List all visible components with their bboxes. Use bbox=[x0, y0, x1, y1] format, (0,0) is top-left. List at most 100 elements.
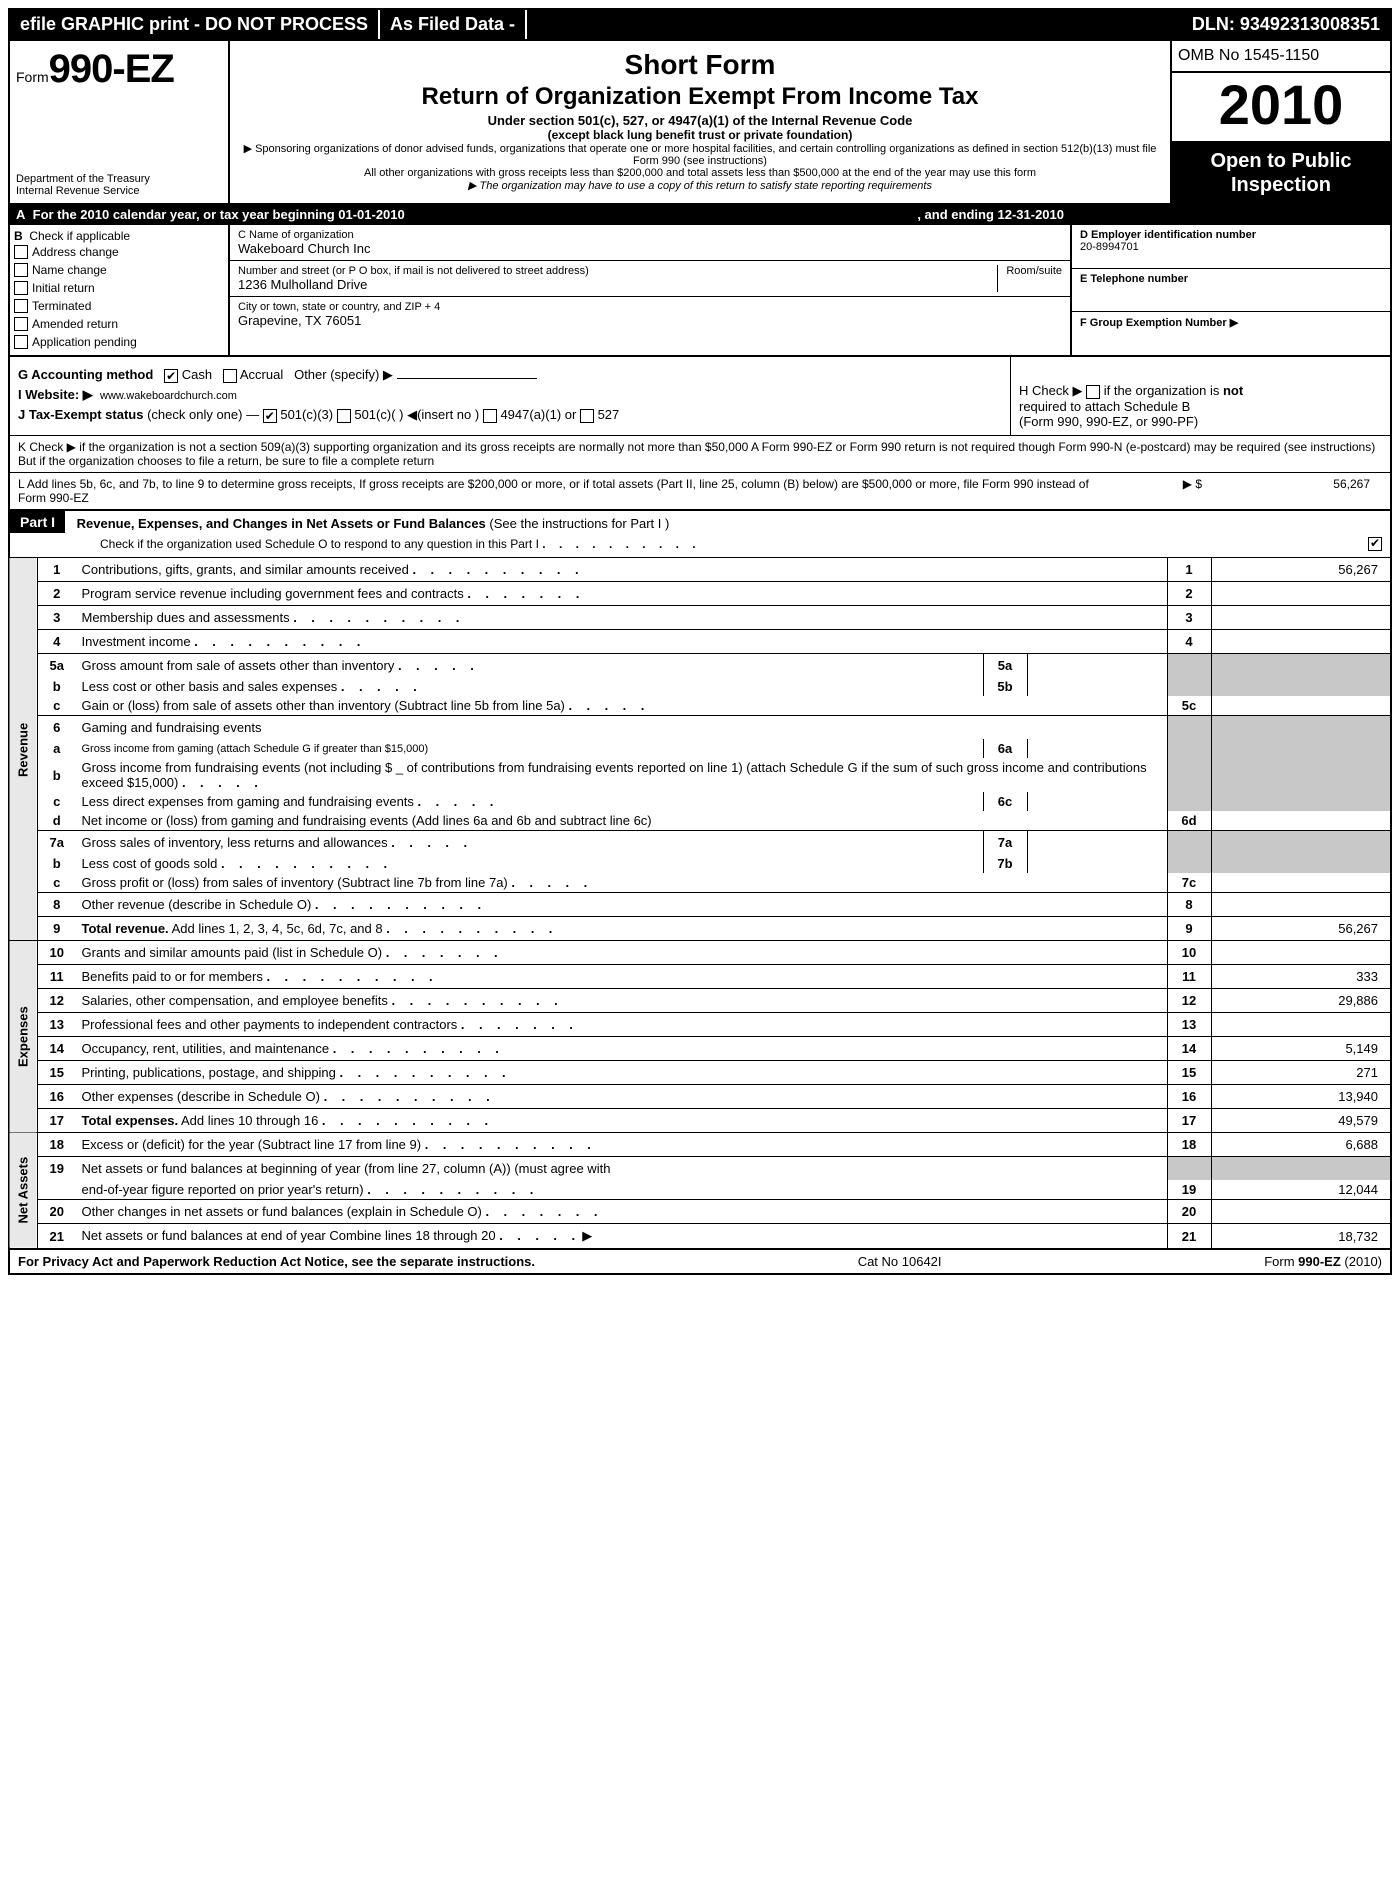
mid-value bbox=[1027, 654, 1167, 678]
table-row: 20Other changes in net assets or fund ba… bbox=[9, 1200, 1391, 1224]
line-number: b bbox=[38, 677, 76, 696]
line-box-number: 12 bbox=[1167, 989, 1211, 1013]
line-box-number: 1 bbox=[1167, 558, 1211, 582]
table-row: Revenue1Contributions, gifts, grants, an… bbox=[9, 558, 1391, 582]
line-box-number: 4 bbox=[1167, 630, 1211, 654]
line-desc: end-of-year figure reported on prior yea… bbox=[76, 1180, 1168, 1200]
line-value bbox=[1211, 873, 1391, 893]
line-number: 13 bbox=[38, 1013, 76, 1037]
line-value: 12,044 bbox=[1211, 1180, 1391, 1200]
checkbox-name[interactable] bbox=[14, 263, 28, 277]
line-value bbox=[1211, 606, 1391, 630]
table-row: bGross income from fundraising events (n… bbox=[9, 758, 1391, 792]
efile-topbar: efile GRAPHIC print - DO NOT PROCESS As … bbox=[8, 8, 1392, 41]
line-desc: Less cost or other basis and sales expen… bbox=[76, 677, 984, 696]
table-row: 17Total expenses. Add lines 10 through 1… bbox=[9, 1109, 1391, 1133]
checkbox-accrual[interactable] bbox=[223, 369, 237, 383]
table-row: 2Program service revenue including gover… bbox=[9, 582, 1391, 606]
section-gijh: G Accounting method Cash Accrual Other (… bbox=[8, 355, 1392, 435]
table-row: 12Salaries, other compensation, and empl… bbox=[9, 989, 1391, 1013]
gross-receipts: 56,267 bbox=[1202, 477, 1382, 505]
line-desc: Other expenses (describe in Schedule O) bbox=[76, 1085, 1168, 1109]
row-h: H Check ▶ if the organization is not req… bbox=[1010, 357, 1390, 435]
header-left: Form990-EZ Department of the Treasury In… bbox=[10, 41, 230, 203]
line-value: 29,886 bbox=[1211, 989, 1391, 1013]
ein-value: 20-8994701 bbox=[1080, 241, 1382, 253]
table-row: 5aGross amount from sale of assets other… bbox=[9, 654, 1391, 678]
mid-line-number: 5b bbox=[983, 677, 1027, 696]
line-desc: Net assets or fund balances at end of ye… bbox=[76, 1224, 1168, 1249]
line-value: 18,732 bbox=[1211, 1224, 1391, 1249]
checkbox-cash[interactable] bbox=[164, 369, 178, 383]
tax-year: 2010 bbox=[1172, 73, 1390, 143]
line-box-number: 20 bbox=[1167, 1200, 1211, 1224]
part1-table: Revenue1Contributions, gifts, grants, an… bbox=[8, 557, 1392, 1248]
org-street: 1236 Mulholland Drive bbox=[238, 277, 977, 292]
asfiled-label: As Filed Data - bbox=[378, 10, 527, 39]
checkbox-address[interactable] bbox=[14, 245, 28, 259]
line-box-number: 13 bbox=[1167, 1013, 1211, 1037]
line-desc: Less cost of goods sold bbox=[76, 854, 984, 873]
line-box-number: 16 bbox=[1167, 1085, 1211, 1109]
line-box-number: 19 bbox=[1167, 1180, 1211, 1200]
line-number bbox=[38, 1180, 76, 1200]
checkbox-527[interactable] bbox=[580, 409, 594, 423]
mid-value bbox=[1027, 739, 1167, 758]
line-value bbox=[1211, 696, 1391, 716]
checkbox-h[interactable] bbox=[1086, 385, 1100, 399]
org-city: Grapevine, TX 76051 bbox=[238, 313, 440, 328]
line-number: 17 bbox=[38, 1109, 76, 1133]
form-number: 990-EZ bbox=[49, 47, 174, 91]
line-number: 12 bbox=[38, 989, 76, 1013]
line-desc: Investment income bbox=[76, 630, 1168, 654]
checkbox-amended[interactable] bbox=[14, 317, 28, 331]
open-public: Open to Public Inspection bbox=[1172, 143, 1390, 203]
line-number: 11 bbox=[38, 965, 76, 989]
section-bcdef: B Check if applicable Address change Nam… bbox=[8, 225, 1392, 355]
checkbox-initial[interactable] bbox=[14, 281, 28, 295]
line-number: 20 bbox=[38, 1200, 76, 1224]
col-b-checks: B Check if applicable Address change Nam… bbox=[10, 225, 230, 355]
org-name: Wakeboard Church Inc bbox=[238, 241, 370, 256]
line-number: 15 bbox=[38, 1061, 76, 1085]
line-number: d bbox=[38, 811, 76, 831]
subtitle-except: (except black lung benefit trust or priv… bbox=[240, 128, 1160, 142]
line-number: 16 bbox=[38, 1085, 76, 1109]
line-number: c bbox=[38, 696, 76, 716]
line-number: 2 bbox=[38, 582, 76, 606]
table-row: 19Net assets or fund balances at beginni… bbox=[9, 1157, 1391, 1181]
mid-line-number: 6a bbox=[983, 739, 1027, 758]
checkbox-4947[interactable] bbox=[483, 409, 497, 423]
line-box-number: 6d bbox=[1167, 811, 1211, 831]
note-statecopy: The organization may have to use a copy … bbox=[240, 179, 1160, 192]
table-row: 3Membership dues and assessments3 bbox=[9, 606, 1391, 630]
checkbox-501c3[interactable] bbox=[263, 409, 277, 423]
form-header: Form990-EZ Department of the Treasury In… bbox=[8, 41, 1392, 205]
line-desc: Gaming and fundraising events bbox=[76, 716, 1168, 740]
title-shortform: Short Form bbox=[240, 49, 1160, 81]
line-box-number: 10 bbox=[1167, 941, 1211, 965]
line-value: 56,267 bbox=[1211, 917, 1391, 941]
line-desc: Printing, publications, postage, and shi… bbox=[76, 1061, 1168, 1085]
line-box-number: 8 bbox=[1167, 893, 1211, 917]
line-desc: Gross income from fundraising events (no… bbox=[76, 758, 1168, 792]
line-number: 9 bbox=[38, 917, 76, 941]
checkbox-501c[interactable] bbox=[337, 409, 351, 423]
line-number: a bbox=[38, 739, 76, 758]
line-box-number: 5c bbox=[1167, 696, 1211, 716]
table-row: 14Occupancy, rent, utilities, and mainte… bbox=[9, 1037, 1391, 1061]
line-desc: Excess or (deficit) for the year (Subtra… bbox=[76, 1133, 1168, 1157]
mid-line-number: 5a bbox=[983, 654, 1027, 678]
table-row: 7aGross sales of inventory, less returns… bbox=[9, 831, 1391, 855]
checkbox-terminated[interactable] bbox=[14, 299, 28, 313]
line-number: b bbox=[38, 854, 76, 873]
omb-number: OMB No 1545-1150 bbox=[1172, 41, 1390, 73]
checkbox-schedule-o[interactable] bbox=[1368, 537, 1382, 551]
checkbox-pending[interactable] bbox=[14, 335, 28, 349]
title-return: Return of Organization Exempt From Incom… bbox=[240, 83, 1160, 111]
line-number: 1 bbox=[38, 558, 76, 582]
subtitle-section: Under section 501(c), 527, or 4947(a)(1)… bbox=[240, 113, 1160, 128]
line-number: c bbox=[38, 792, 76, 811]
line-box-number: 18 bbox=[1167, 1133, 1211, 1157]
row-l: L Add lines 5b, 6c, and 7b, to line 9 to… bbox=[8, 472, 1392, 509]
